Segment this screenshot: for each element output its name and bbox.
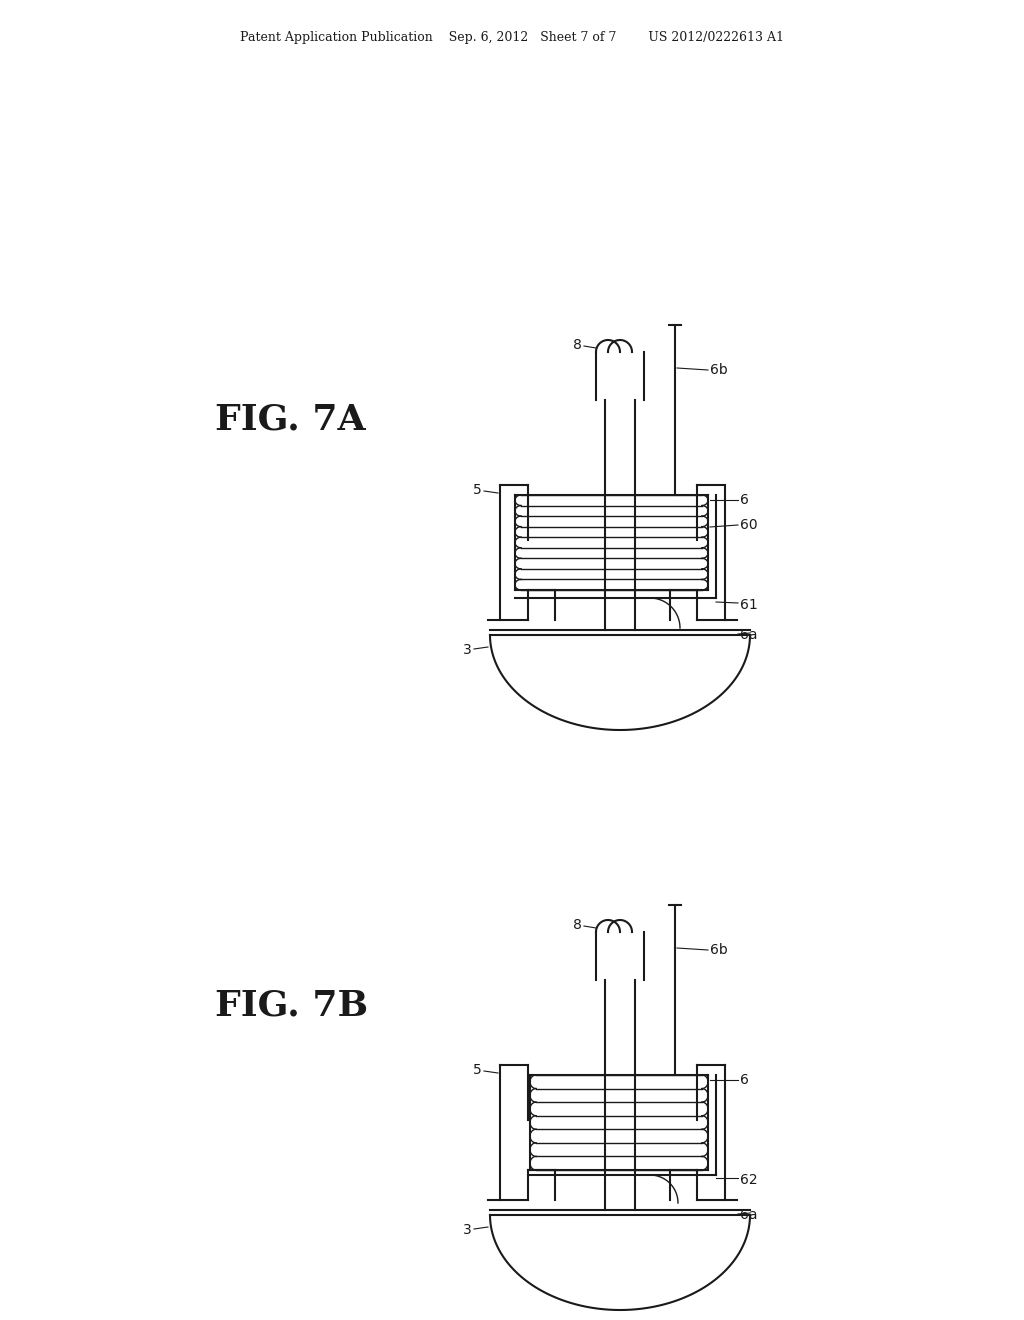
Text: 8: 8 [573,338,582,352]
Text: 6: 6 [740,1073,749,1086]
Text: 6: 6 [740,492,749,507]
Text: FIG. 7A: FIG. 7A [215,403,366,437]
Text: 6b: 6b [710,942,728,957]
Text: 62: 62 [740,1173,758,1187]
Text: FIG. 7B: FIG. 7B [215,987,368,1022]
Text: 8: 8 [573,917,582,932]
Text: 5: 5 [473,1063,482,1077]
Text: 5: 5 [473,483,482,498]
Text: 61: 61 [740,598,758,612]
Text: 3: 3 [463,643,472,657]
Text: 60: 60 [740,517,758,532]
Text: 3: 3 [463,1224,472,1237]
Text: 6a: 6a [740,628,758,642]
Text: 6a: 6a [740,1208,758,1222]
Text: Patent Application Publication    Sep. 6, 2012   Sheet 7 of 7        US 2012/022: Patent Application Publication Sep. 6, 2… [240,32,784,45]
Text: 6b: 6b [710,363,728,378]
